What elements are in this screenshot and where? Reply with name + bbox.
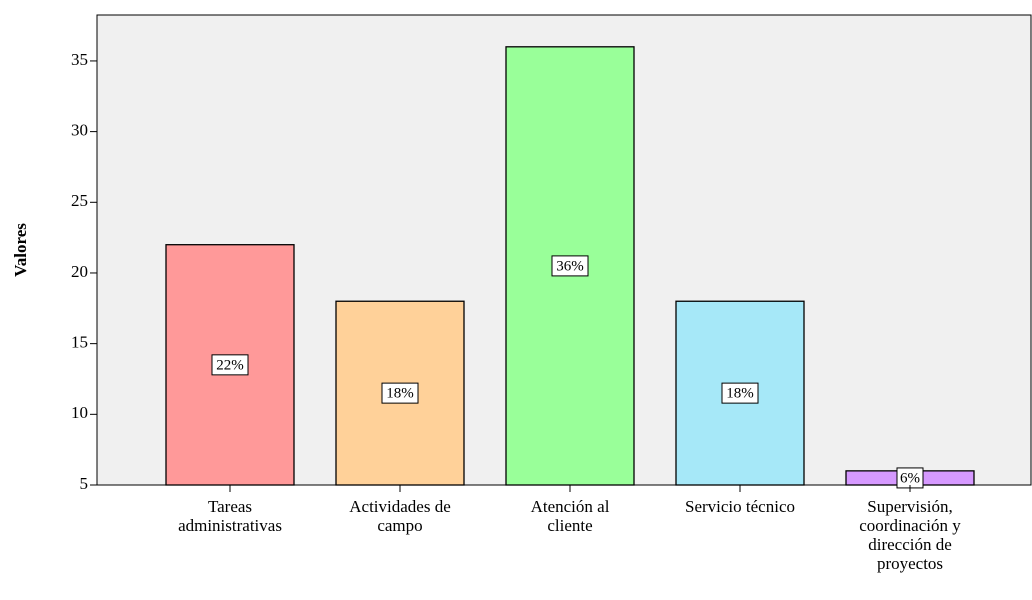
value-label-box — [211, 354, 249, 376]
x-tick-label: Supervisión, — [867, 497, 952, 516]
x-tick-label: Atención al — [531, 497, 610, 516]
y-tick-label: 15 — [71, 333, 88, 352]
x-tick-label: coordinación y — [859, 516, 961, 535]
y-tick-label: 5 — [80, 474, 89, 493]
y-tick-label: 20 — [71, 262, 88, 281]
y-axis-label: Valores — [11, 223, 30, 277]
y-tick-label: 25 — [71, 191, 88, 210]
x-tick-label: campo — [377, 516, 422, 535]
x-tick-label: administrativas — [178, 516, 282, 535]
y-tick-label: 30 — [71, 121, 88, 140]
value-label-box — [551, 255, 589, 277]
value-label-box — [721, 382, 759, 404]
x-tick-label: dirección de — [868, 535, 952, 554]
x-tick-label: proyectos — [877, 554, 943, 573]
value-label: 18% — [726, 386, 754, 402]
value-label: 22% — [216, 357, 244, 373]
x-tick-label: Servicio técnico — [685, 497, 795, 516]
value-label-box — [381, 382, 419, 404]
x-tick-label: Tareas — [208, 497, 252, 516]
x-tick-label: cliente — [547, 516, 592, 535]
value-label: 18% — [386, 386, 414, 402]
y-tick-label: 10 — [71, 403, 88, 422]
x-tick-label: Actividades de — [349, 497, 451, 516]
y-tick-label: 35 — [71, 50, 88, 69]
value-label: 6% — [900, 470, 920, 486]
value-label: 36% — [556, 258, 584, 274]
